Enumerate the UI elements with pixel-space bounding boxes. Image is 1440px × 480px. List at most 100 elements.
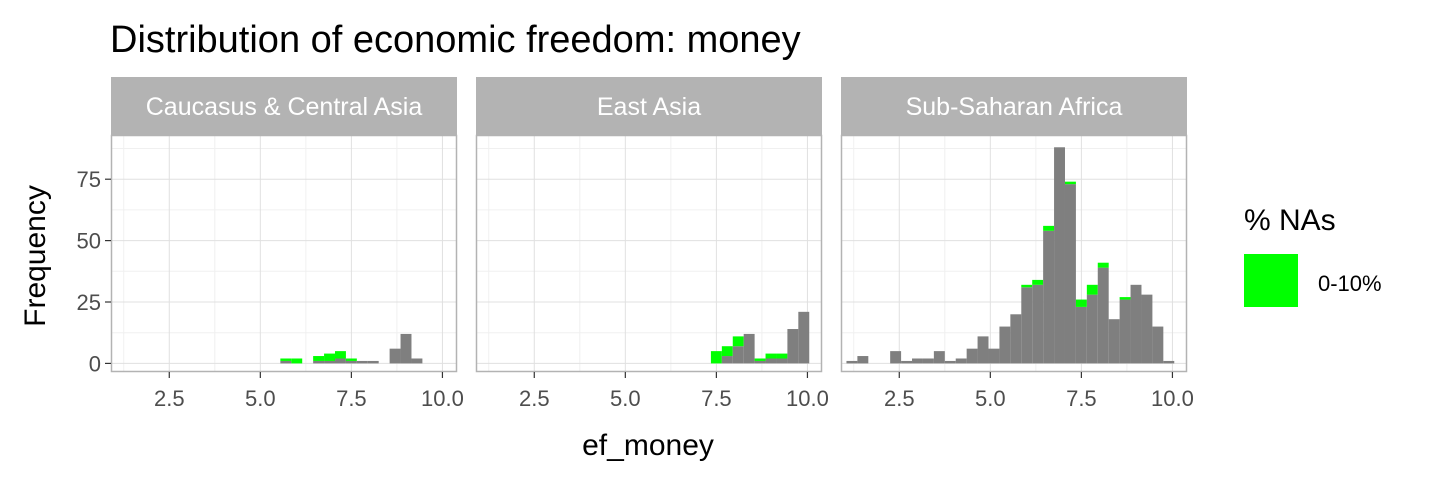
histogram-bar [1163, 360, 1175, 364]
histogram-bar-na [721, 346, 733, 357]
x-tick-label: 5.0 [245, 386, 276, 411]
x-axis-title: ef_money [582, 429, 714, 462]
histogram-bar [944, 360, 956, 364]
legend: % NAs 0-10% [1244, 204, 1382, 307]
histogram-bar-na [324, 353, 335, 361]
histogram-bar [765, 358, 777, 364]
histogram-bar-na [280, 358, 292, 361]
facet-panel: Sub-Saharan Africa 2.5 5.0 7.5 10.0 [840, 77, 1194, 411]
histogram-bar [933, 351, 945, 364]
histogram-bar-na [1075, 299, 1087, 307]
panel-border [475, 134, 823, 373]
histogram-bar [901, 360, 913, 364]
y-tick-label: 0 [89, 351, 101, 376]
histogram-bar-na [313, 356, 325, 361]
x-tick-label: 10.0 [1151, 386, 1194, 411]
histogram-bar [776, 358, 788, 364]
histogram-bar [1054, 147, 1065, 364]
histogram-bar [890, 351, 902, 364]
histogram-bar-na [1097, 262, 1109, 268]
histogram-bar-na [776, 353, 788, 359]
histogram-bar [1075, 306, 1087, 364]
histogram-bar [754, 360, 766, 364]
histogram-bar [1010, 314, 1022, 364]
histogram-bar-na [345, 358, 357, 361]
histogram-bar [1119, 299, 1131, 364]
histogram-bar-na [291, 358, 303, 364]
histogram-bar-na [1032, 279, 1044, 285]
y-tick-label: 75 [77, 167, 101, 192]
histogram-bar [787, 329, 799, 364]
histogram-bar [743, 333, 755, 364]
histogram-bar [966, 348, 978, 364]
histogram-bar [1064, 184, 1076, 364]
histogram-bar-na [754, 358, 766, 361]
histogram-bar [1141, 294, 1153, 364]
x-tick-label: 7.5 [336, 386, 367, 411]
histogram-bar [1097, 267, 1109, 364]
legend-title: % NAs [1244, 204, 1336, 237]
histogram-bar-na [1064, 181, 1076, 185]
histogram-bar-na [710, 351, 722, 364]
histogram-bar-na [765, 353, 777, 359]
histogram-bar [1130, 284, 1142, 364]
panel-border [110, 134, 458, 373]
facet-strip [476, 77, 822, 135]
histogram-bar [1032, 284, 1044, 364]
x-tick-label: 5.0 [610, 386, 641, 411]
y-tick-label: 25 [77, 290, 101, 315]
panel-border [840, 134, 1188, 373]
x-tick-label: 2.5 [519, 386, 550, 411]
x-tick-label: 10.0 [421, 386, 464, 411]
x-tick-label: 7.5 [701, 386, 732, 411]
histogram-bar-na [1043, 225, 1055, 231]
histogram-bar [721, 356, 733, 364]
histogram-bar-na [732, 336, 744, 347]
histogram-bar [912, 358, 923, 364]
legend-label-na: 0-10% [1318, 271, 1382, 296]
y-axis: 0 25 50 75 [77, 167, 111, 376]
histogram-bar [798, 311, 810, 364]
histogram-bar [988, 348, 1000, 364]
histogram-bar [846, 360, 858, 364]
x-tick-label: 2.5 [884, 386, 915, 411]
histogram-bar [411, 358, 423, 364]
histogram-bar [280, 360, 292, 364]
chart-title: Distribution of economic freedom: money [110, 19, 801, 61]
histogram-bar [977, 336, 989, 364]
histogram-bar [1108, 319, 1120, 364]
histogram-bar [955, 358, 967, 364]
legend-swatch-na [1244, 254, 1298, 307]
histogram-bar [400, 333, 412, 364]
histogram-bar [356, 360, 368, 364]
facet-strip [111, 77, 457, 135]
histogram-bar [1043, 230, 1055, 364]
histogram-bar [345, 360, 357, 364]
facet-strip-label: East Asia [597, 93, 701, 121]
histogram-bar [313, 360, 325, 364]
histogram-bar [324, 360, 335, 364]
x-tick-label: 10.0 [786, 386, 829, 411]
facet-panel: East Asia 2.5 5.0 7.5 10.0 [475, 77, 829, 411]
histogram-bar [389, 348, 401, 364]
histogram-bar [1086, 294, 1098, 364]
facet-strip-label: Sub-Saharan Africa [906, 93, 1123, 121]
x-tick-label: 2.5 [154, 386, 185, 411]
histogram-bar-na [1119, 297, 1131, 300]
histogram-bar [732, 346, 744, 364]
histogram-bar [367, 360, 379, 364]
x-tick-label: 5.0 [975, 386, 1006, 411]
y-tick-label: 50 [77, 229, 101, 254]
y-axis-title: Frequency [19, 185, 52, 327]
histogram-bar [1021, 287, 1033, 364]
histogram-bar [999, 326, 1011, 364]
histogram-bar [922, 358, 934, 364]
x-tick-label: 7.5 [1066, 386, 1097, 411]
histogram-bar [857, 356, 869, 364]
histogram-bar [1152, 326, 1164, 364]
histogram-bar [334, 358, 346, 364]
facet-panel: Caucasus & Central Asia 2.5 5.0 7.5 10.0 [110, 77, 464, 411]
histogram-bar-na [1086, 284, 1098, 295]
